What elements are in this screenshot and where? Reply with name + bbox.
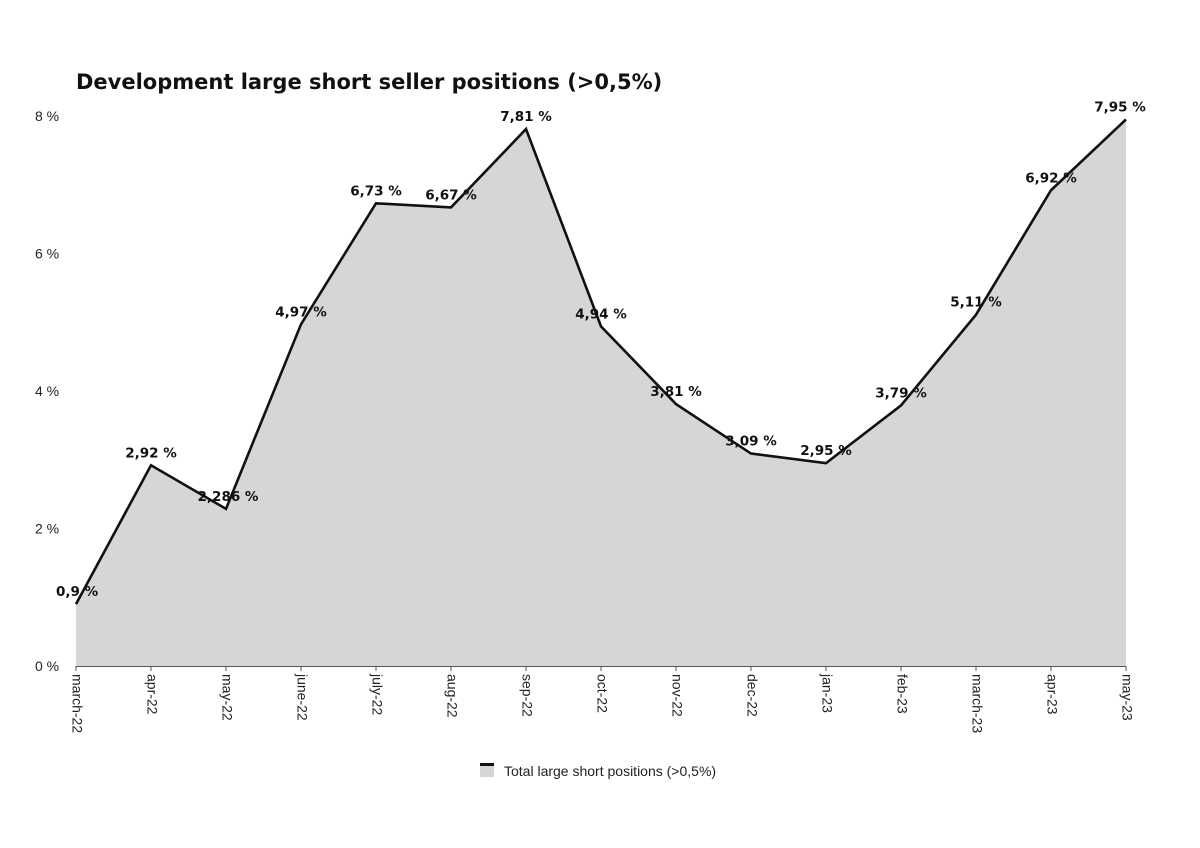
x-tick-label: march-22 [69, 674, 85, 733]
data-label: 6,73 % [350, 183, 402, 199]
x-tick-label: aug-22 [444, 674, 460, 718]
x-axis: march-22 apr-22 may-22 june-22 july-22 aug-22… [69, 666, 1135, 733]
x-tick-label: july-22 [369, 673, 385, 715]
y-tick-label: 8 % [35, 108, 59, 124]
legend-label: Total large short positions (>0,5%) [504, 763, 716, 779]
data-label: 3,79 % [875, 385, 927, 401]
data-label: 2,95 % [800, 443, 852, 459]
data-label: 5,11 % [950, 295, 1002, 311]
data-label: 6,92 % [1025, 170, 1077, 186]
data-labels: 0,9 % 2,92 % 2,286 % 4,97 % 6,73 % 6,67 % 7,81… [56, 99, 1146, 600]
data-label: 0,9 % [56, 584, 99, 600]
y-tick-label: 4 % [35, 383, 59, 399]
y-axis: 0 % 2 % 4 % 6 % 8 % [35, 108, 59, 674]
y-tick-label: 2 % [35, 521, 59, 537]
x-tick-label: feb-23 [894, 674, 910, 714]
legend-swatch [480, 763, 494, 777]
plot-area [74, 118, 1127, 666]
x-tick-label: nov-22 [669, 674, 685, 717]
series-line [74, 118, 1127, 605]
x-tick-label: may-23 [1119, 674, 1135, 721]
x-tick-label: oct-22 [594, 674, 610, 713]
x-tick-label: apr-22 [144, 674, 160, 715]
data-label: 6,67 % [425, 187, 477, 203]
chart-title: Development large short seller positions… [76, 70, 662, 94]
data-label: 4,94 % [575, 306, 627, 322]
legend: Total large short positions (>0,5%) [480, 763, 716, 779]
data-label: 3,81 % [650, 384, 702, 400]
area-fill [76, 119, 1126, 666]
y-tick-label: 0 % [35, 658, 59, 674]
x-tick-label: dec-22 [744, 674, 760, 717]
x-tick-label: jan-23 [819, 673, 835, 713]
data-label: 3,09 % [725, 434, 777, 450]
legend-swatch-line [480, 763, 494, 766]
data-label: 4,97 % [275, 304, 327, 320]
data-label: 7,81 % [500, 109, 552, 125]
y-tick-label: 6 % [35, 246, 59, 262]
x-tick-label: apr-23 [1044, 674, 1060, 715]
x-tick-label: june-22 [294, 673, 310, 721]
data-label: 7,95 % [1094, 99, 1146, 115]
data-label: 2,92 % [125, 445, 177, 461]
x-tick-label: may-22 [219, 674, 235, 721]
data-label: 2,286 % [198, 489, 259, 505]
x-tick-label: sep-22 [519, 674, 535, 717]
x-tick-label: march-23 [969, 674, 985, 733]
